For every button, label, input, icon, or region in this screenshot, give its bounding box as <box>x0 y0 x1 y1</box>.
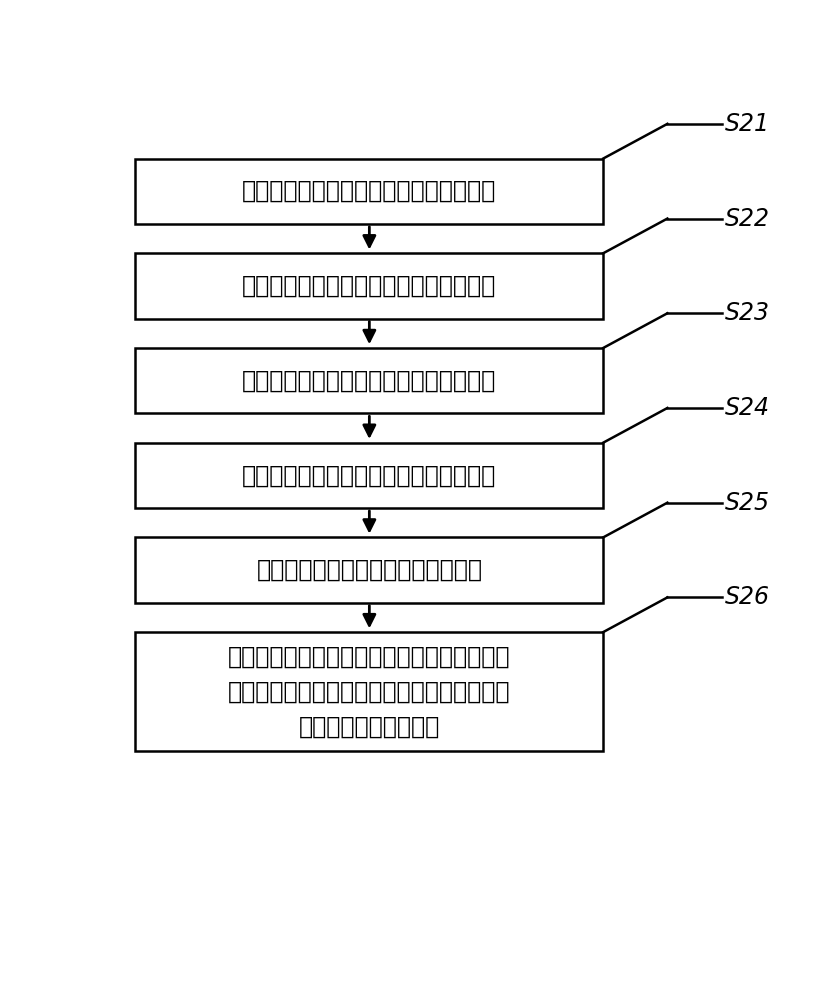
Text: 确定室内机所处房间的窗户参数修正参数: 确定室内机所处房间的窗户参数修正参数 <box>242 274 496 298</box>
Text: S23: S23 <box>725 301 770 325</box>
Text: 确定室内机所处房间的房间朝向修正参数: 确定室内机所处房间的房间朝向修正参数 <box>242 369 496 393</box>
Text: S25: S25 <box>725 491 770 515</box>
Text: S22: S22 <box>725 207 770 231</box>
Text: S24: S24 <box>725 396 770 420</box>
Bar <box>136 348 604 413</box>
Text: 确定室内机所处房间的房间特点修正参数: 确定室内机所处房间的房间特点修正参数 <box>242 463 496 487</box>
Bar <box>136 443 604 508</box>
Bar <box>136 537 604 603</box>
Text: 确定室内机所处房间的外墙数量修正参数: 确定室内机所处房间的外墙数量修正参数 <box>242 179 496 203</box>
Bar <box>136 159 604 224</box>
Text: S26: S26 <box>725 585 770 609</box>
Bar <box>136 632 604 751</box>
Bar <box>136 253 604 319</box>
Text: 计算室内机所处房间的基本单位面积负荷和全
部负荷修正参数的和值，该和值为室内机所处
房间的单位面积负荷。: 计算室内机所处房间的基本单位面积负荷和全 部负荷修正参数的和值，该和值为室内机所… <box>228 644 510 739</box>
Text: 确定室内机所处房间的热源修正参数: 确定室内机所处房间的热源修正参数 <box>256 558 482 582</box>
Text: S21: S21 <box>725 112 770 136</box>
